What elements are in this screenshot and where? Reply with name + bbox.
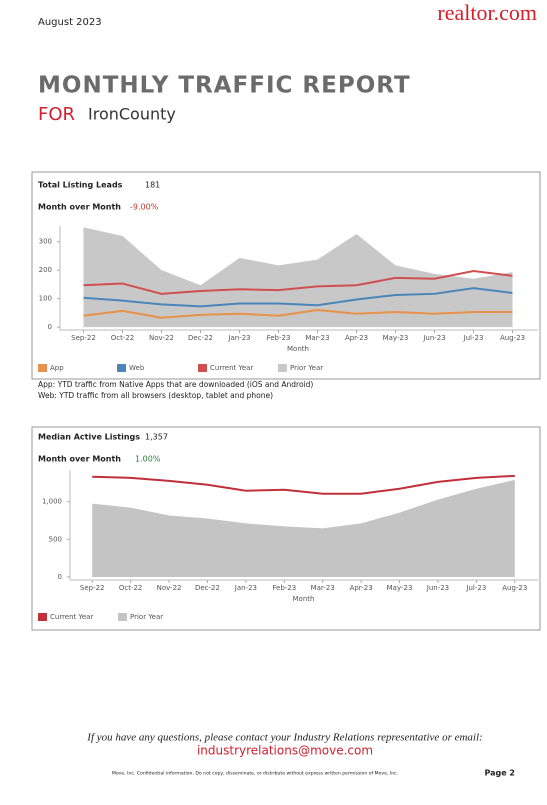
x-tick-label: Aug-23 bbox=[500, 334, 525, 342]
area bbox=[83, 227, 513, 328]
x-tick-label: May-23 bbox=[387, 584, 413, 592]
line bbox=[83, 309, 513, 319]
note: Web: YTD traffic from all browsers (desk… bbox=[38, 391, 273, 400]
y-tick-label: 0 bbox=[48, 323, 52, 331]
legend-swatch bbox=[118, 613, 127, 621]
x-tick-label: Jul-23 bbox=[465, 584, 486, 592]
y-tick-label: 200 bbox=[39, 266, 52, 274]
x-tick-label: Dec-22 bbox=[188, 334, 213, 342]
x-tick-label: Sep-22 bbox=[80, 584, 105, 592]
report-date: August 2023 bbox=[38, 17, 102, 28]
legend-swatch bbox=[38, 364, 47, 372]
x-tick-label: Jan-23 bbox=[227, 334, 250, 342]
x-tick-label: Feb-23 bbox=[272, 584, 296, 592]
chart-frame bbox=[31, 171, 541, 380]
x-tick-label: Mar-23 bbox=[311, 584, 335, 592]
page-number: Page 2 bbox=[484, 769, 515, 778]
contact-text: If you have any questions, please contac… bbox=[86, 732, 482, 744]
legend-swatch bbox=[278, 364, 287, 372]
x-tick-label: Nov-22 bbox=[157, 584, 182, 592]
contact-email[interactable]: industryrelations@move.com bbox=[197, 744, 373, 758]
chart-heading: Total Listing Leads bbox=[38, 181, 123, 190]
x-tick-label: Jun-23 bbox=[422, 334, 445, 342]
x-tick-label: Apr-23 bbox=[350, 584, 373, 592]
x-tick-label: Oct-22 bbox=[119, 584, 143, 592]
line bbox=[83, 287, 513, 308]
legal-text: Move, Inc. Confidential information. Do … bbox=[112, 771, 398, 777]
y-tick-label: 100 bbox=[39, 295, 52, 303]
chart-heading: Median Active Listings bbox=[38, 433, 140, 442]
report-title: MONTHLY TRAFFIC REPORT bbox=[38, 73, 411, 99]
for-label: FOR bbox=[38, 104, 75, 125]
legend-swatch bbox=[198, 364, 207, 372]
x-tick-label: Aug-23 bbox=[502, 584, 527, 592]
logo: realtor.com bbox=[437, 0, 537, 25]
note: App: YTD traffic from Native Apps that a… bbox=[38, 380, 313, 389]
legend-label: Prior Year bbox=[290, 364, 323, 372]
x-tick-label: Jun-23 bbox=[426, 584, 449, 592]
mom-value: 1.00% bbox=[135, 455, 161, 464]
legend-label: Web bbox=[129, 364, 145, 372]
heading-value: 1,357 bbox=[145, 433, 168, 442]
mom-label: Month over Month bbox=[38, 203, 121, 212]
x-tick-label: Oct-22 bbox=[111, 334, 135, 342]
legend-swatch bbox=[117, 364, 126, 372]
x-tick-label: Nov-22 bbox=[149, 334, 174, 342]
heading-value: 181 bbox=[145, 181, 160, 190]
x-tick-label: Sep-22 bbox=[71, 334, 96, 342]
x-tick-label: Mar-23 bbox=[305, 334, 329, 342]
line bbox=[83, 270, 513, 295]
x-axis-label: Month bbox=[287, 345, 309, 353]
legend-swatch bbox=[38, 613, 47, 621]
x-tick-label: Jul-23 bbox=[463, 334, 484, 342]
legend-label: Prior Year bbox=[130, 613, 163, 621]
y-tick-label: 0 bbox=[58, 573, 62, 581]
x-tick-label: Jan-23 bbox=[234, 584, 257, 592]
y-tick-label: 300 bbox=[39, 238, 52, 246]
x-tick-label: Feb-23 bbox=[267, 334, 291, 342]
legend-label: App bbox=[50, 364, 64, 372]
county-name: IronCounty bbox=[88, 105, 176, 124]
x-tick-label: Dec-22 bbox=[195, 584, 220, 592]
line bbox=[92, 474, 515, 495]
mom-label: Month over Month bbox=[38, 455, 121, 464]
y-tick-label: 1,000 bbox=[42, 498, 62, 506]
y-tick-label: 500 bbox=[49, 535, 62, 543]
legend-label: Current Year bbox=[50, 613, 93, 621]
chart-frame bbox=[31, 426, 541, 631]
mom-value: -9.00% bbox=[130, 203, 159, 212]
x-tick-label: Apr-23 bbox=[345, 334, 368, 342]
legend-label: Current Year bbox=[210, 364, 253, 372]
area bbox=[92, 479, 515, 577]
x-tick-label: May-23 bbox=[383, 334, 409, 342]
x-axis-label: Month bbox=[293, 595, 315, 603]
